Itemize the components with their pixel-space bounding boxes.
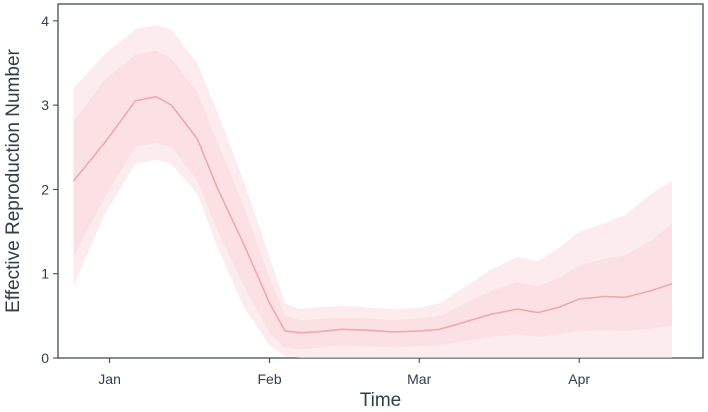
x-axis: Jan Feb Mar Apr: [98, 358, 590, 387]
confidence-bands: [73, 25, 672, 358]
y-axis: 0 1 2 3 4: [41, 13, 58, 366]
y-tick-label: 4: [41, 13, 49, 29]
x-tick-label: Mar: [407, 371, 431, 387]
y-axis-title: Effective Reproduction Number: [3, 48, 24, 312]
x-axis-title: Time: [360, 390, 402, 411]
x-tick-label: Apr: [568, 371, 590, 387]
y-tick-label: 2: [41, 181, 49, 197]
x-tick-label: Jan: [98, 371, 121, 387]
series-lines: [72, 95, 673, 334]
confidence-band-outer: [73, 25, 672, 358]
confidence-band-inner: [73, 50, 672, 350]
y-tick-label: 1: [41, 266, 49, 282]
y-tick-label: 3: [41, 97, 49, 113]
x-tick-label: Feb: [257, 371, 281, 387]
series-line-median: [72, 95, 673, 334]
y-tick-label: 0: [41, 350, 49, 366]
